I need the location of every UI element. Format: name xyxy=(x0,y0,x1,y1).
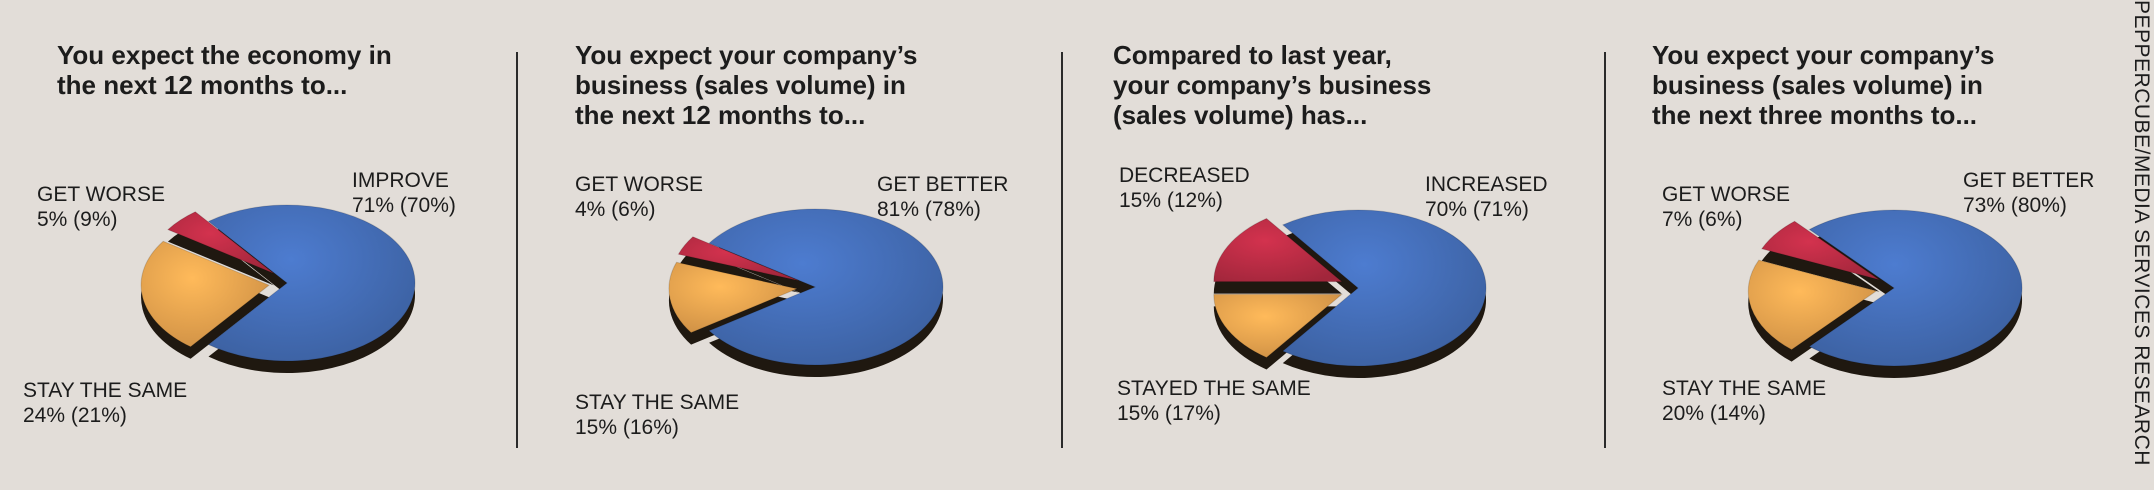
pie-slice-stay-the-same xyxy=(1747,259,1878,351)
pie-slice-get-worse xyxy=(1760,220,1880,281)
chart-title: You expect the economy in the next 12 mo… xyxy=(57,40,392,100)
divider xyxy=(1061,52,1063,448)
slice-label-get-worse: GET WORSE 7% (6%) xyxy=(1662,182,1790,232)
slice-label-get-better: GET BETTER 81% (78%) xyxy=(877,172,1008,222)
slice-value: 4% (6%) xyxy=(575,198,656,221)
slice-value: 15% (12%) xyxy=(1119,189,1223,212)
slice-value: 20% (14%) xyxy=(1662,402,1766,425)
pie-slice-decreased xyxy=(1213,217,1344,283)
chart-title: You expect your company’s business (sale… xyxy=(1652,40,1995,130)
divider xyxy=(516,52,518,448)
pie-slice-stayed-the-same xyxy=(1213,293,1344,359)
slice-name: INCREASED xyxy=(1425,173,1548,196)
slice-name: GET WORSE xyxy=(1662,183,1790,206)
slice-label-stay-the-same: STAY THE SAME 15% (16%) xyxy=(575,390,739,440)
slice-label-increased: INCREASED 70% (71%) xyxy=(1425,172,1548,222)
source-credit: PEPPERCUBE/MEDIA SERVICES RESEARCH xyxy=(2130,0,2153,466)
slice-name: IMPROVE xyxy=(352,169,449,192)
chart-title: Compared to last year, your company’s bu… xyxy=(1113,40,1432,130)
slice-label-stay-the-same: STAY THE SAME 24% (21%) xyxy=(23,378,187,428)
slice-value: 71% (70%) xyxy=(352,194,456,217)
pie-slice-stay-the-same xyxy=(668,261,799,334)
slice-name: GET BETTER xyxy=(877,173,1009,196)
pie-slice-improve xyxy=(207,204,416,362)
slice-value: 81% (78%) xyxy=(877,198,981,221)
pie-slice-get-better xyxy=(1808,209,2023,367)
chart-panel-2: You expect your company’s business (sale… xyxy=(575,0,1045,490)
slice-name: GET BETTER xyxy=(1963,169,2095,192)
pie-chart xyxy=(1213,209,1487,378)
slice-name: STAY THE SAME xyxy=(1662,377,1827,400)
pie-slice-stay-the-same xyxy=(140,240,271,348)
pie-slice-increased xyxy=(1281,209,1487,367)
pie-chart xyxy=(140,204,416,373)
pie-chart xyxy=(1747,209,2023,378)
slice-value: 73% (80%) xyxy=(1963,194,2067,217)
slice-name: STAY THE SAME xyxy=(575,391,740,414)
slice-value: 5% (9%) xyxy=(37,208,118,231)
slice-label-stay-the-same: STAY THE SAME 20% (14%) xyxy=(1662,376,1826,426)
slice-label-get-better: GET BETTER 73% (80%) xyxy=(1963,168,2094,218)
slice-label-get-worse: GET WORSE 5% (9%) xyxy=(37,182,165,232)
slice-value: 15% (17%) xyxy=(1117,402,1221,425)
chart-panel-4: You expect your company’s business (sale… xyxy=(1652,0,2122,490)
slice-value: 24% (21%) xyxy=(23,404,127,427)
pie-slice-get-worse xyxy=(166,211,275,274)
divider xyxy=(1604,52,1606,448)
slice-value: 70% (71%) xyxy=(1425,198,1529,221)
slice-name: STAYED THE SAME xyxy=(1117,377,1311,400)
pie-chart xyxy=(668,208,944,377)
chart-panel-1: You expect the economy in the next 12 mo… xyxy=(23,0,517,490)
slice-label-improve: IMPROVE 71% (70%) xyxy=(352,168,456,218)
slice-name: GET WORSE xyxy=(575,173,703,196)
slice-value: 15% (16%) xyxy=(575,416,679,439)
pie-slice-get-worse xyxy=(677,236,799,282)
slice-name: GET WORSE xyxy=(37,183,165,206)
pie-slice-get-better xyxy=(708,208,944,366)
slice-name: DECREASED xyxy=(1119,164,1250,187)
slice-name: STAY THE SAME xyxy=(23,379,188,402)
chart-panel-3: Compared to last year, your company’s bu… xyxy=(1113,0,1583,490)
slice-label-decreased: DECREASED 15% (12%) xyxy=(1119,163,1250,213)
slice-label-stayed-the-same: STAYED THE SAME 15% (17%) xyxy=(1117,376,1311,426)
slice-label-get-worse: GET WORSE 4% (6%) xyxy=(575,172,703,222)
slice-value: 7% (6%) xyxy=(1662,208,1743,231)
chart-title: You expect your company’s business (sale… xyxy=(575,40,918,130)
